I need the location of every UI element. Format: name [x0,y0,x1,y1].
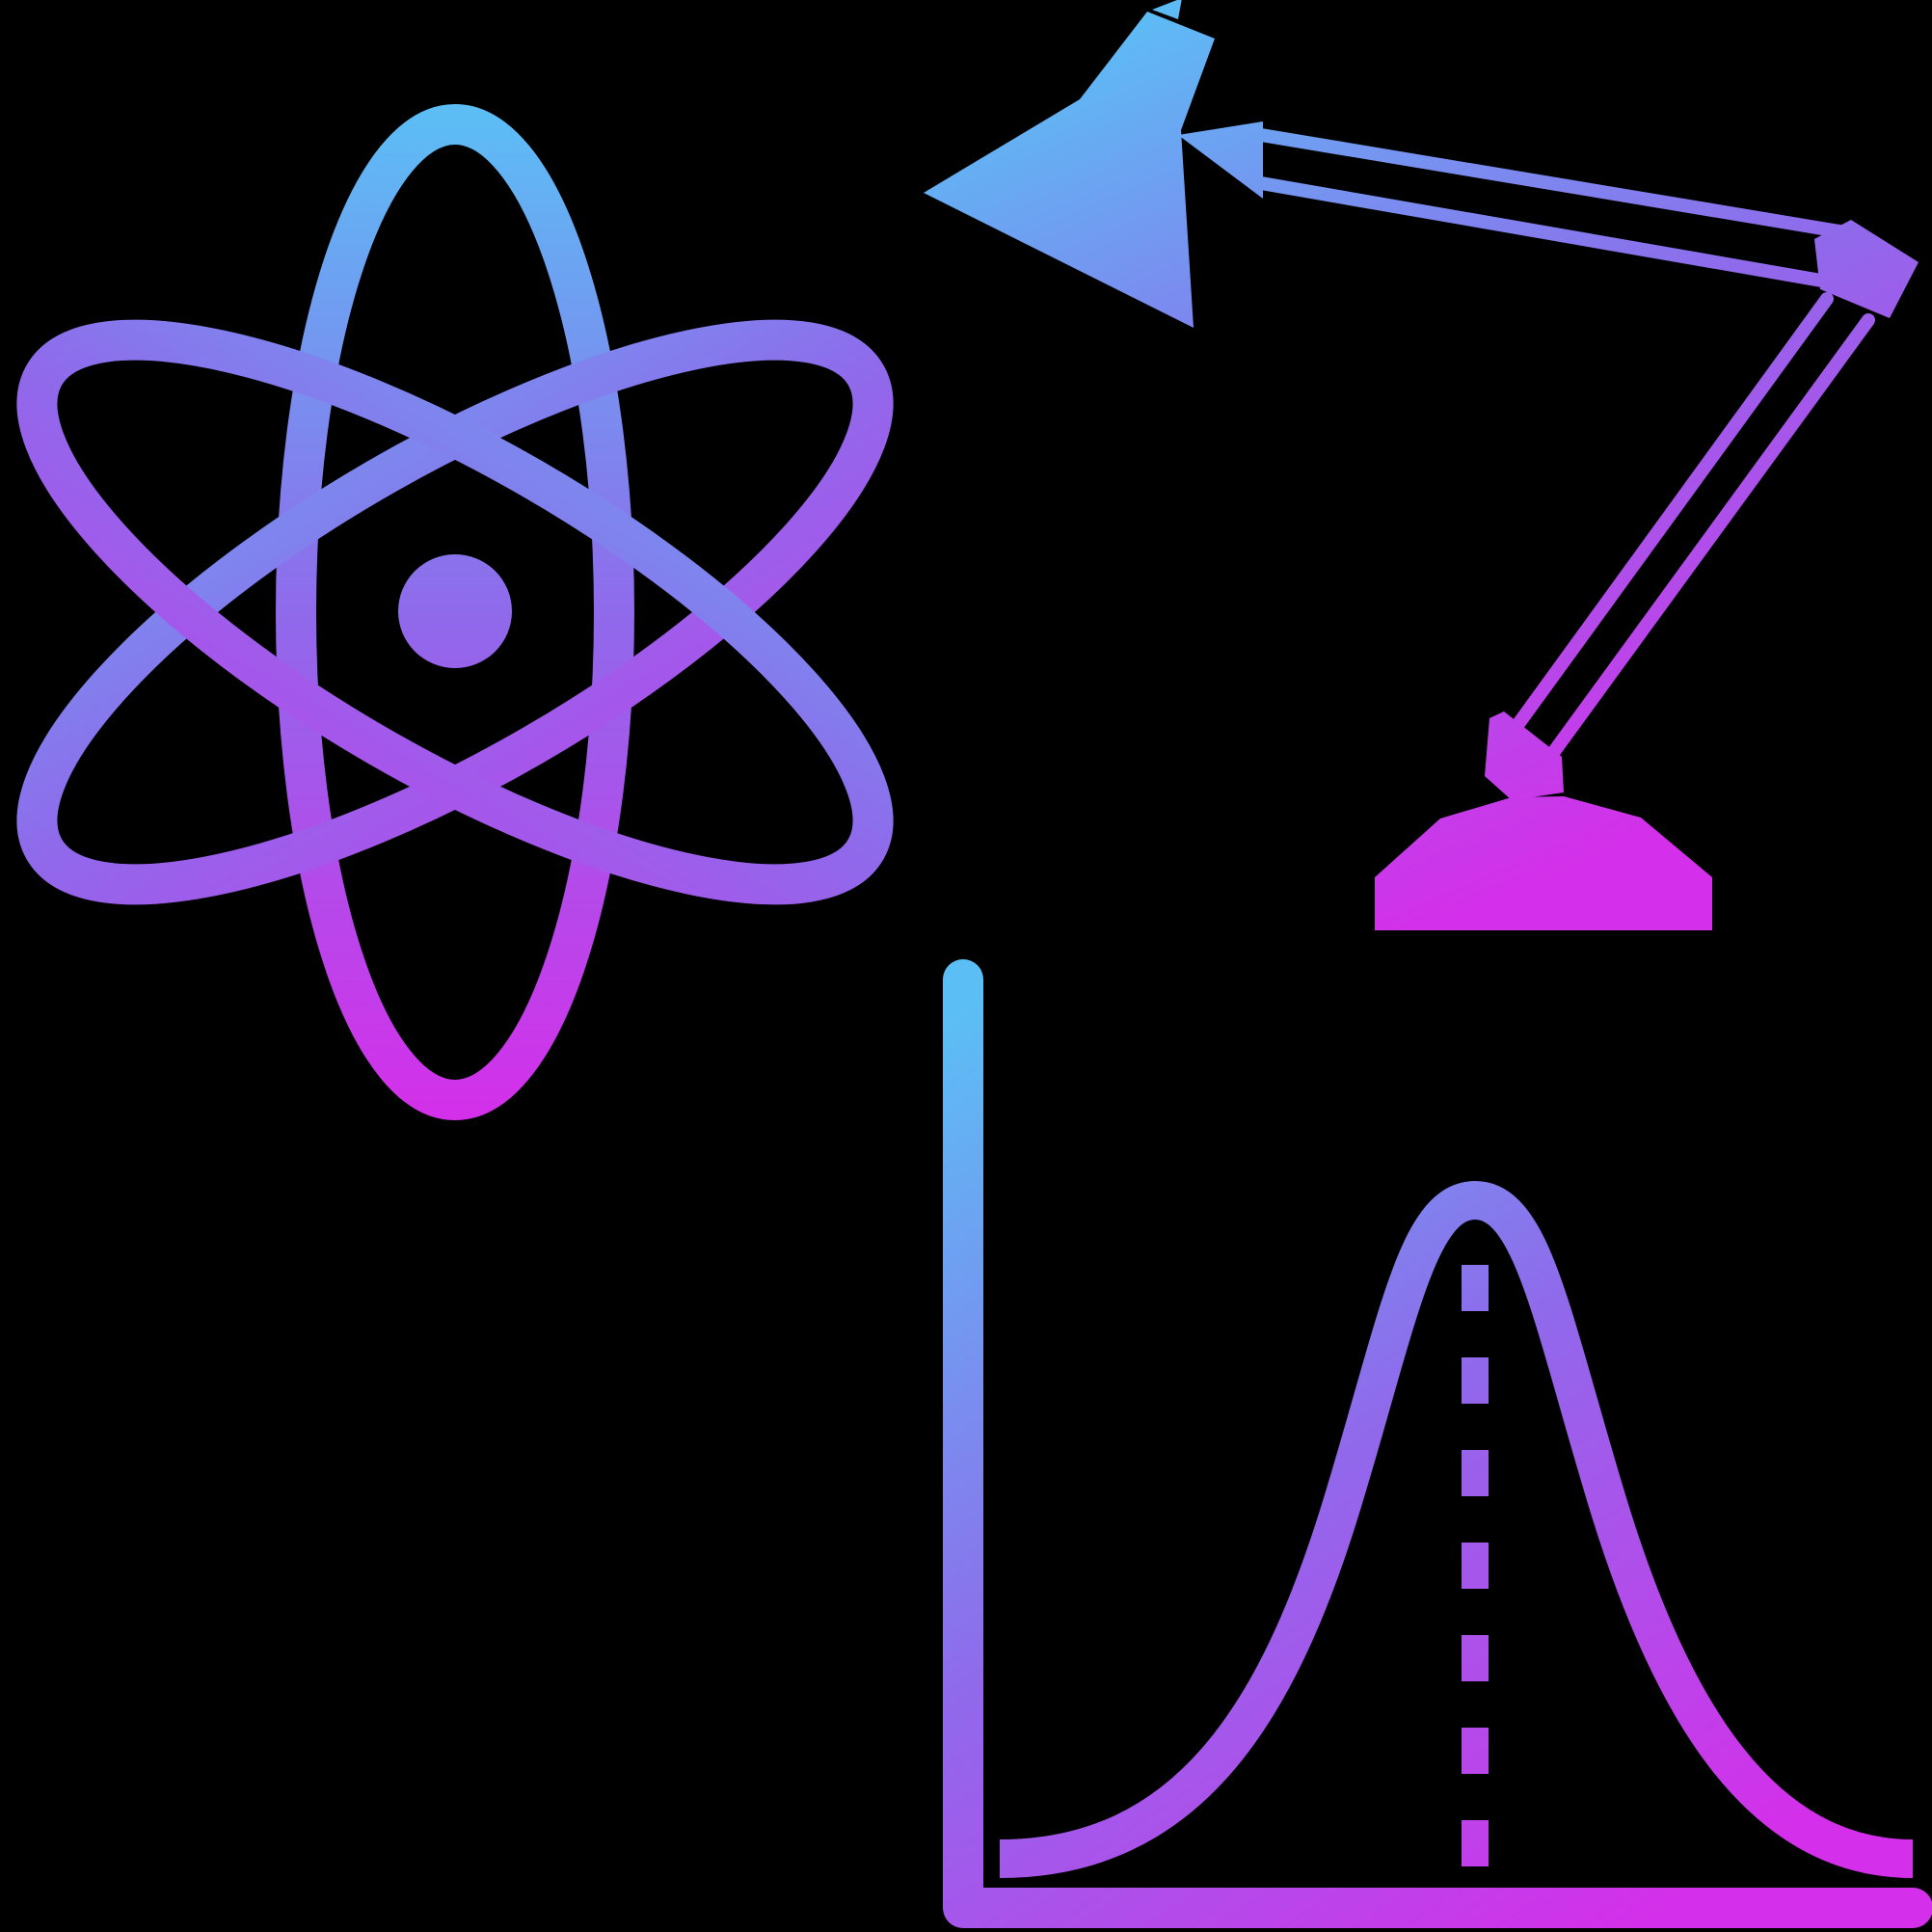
lamp-base [1375,796,1712,930]
atom-orbit-rising [16,319,894,905]
atom-orbit-falling [16,319,894,905]
desk-lamp-icon [924,0,1919,930]
lamp-base-joint [1485,711,1564,800]
bell-curve-line [999,1180,1914,1878]
lamp-shade-tip [1152,0,1182,19]
atom-nucleus [398,554,512,668]
lamp-shade [924,12,1215,328]
atom-icon [16,104,894,1120]
lamp-upper-arm-bottom [1254,176,1834,288]
bell-curve-chart-icon [943,959,1932,1928]
lamp-upper-arm-top [1254,128,1858,240]
lamp-head-joint [1178,121,1263,199]
lamp-elbow-joint [1814,220,1919,318]
lamp-lower-arm-right [1543,313,1875,764]
lamp-lower-arm-left [1509,292,1834,735]
atom-orbit-vertical [276,104,634,1120]
chart-axes [943,959,1932,1928]
